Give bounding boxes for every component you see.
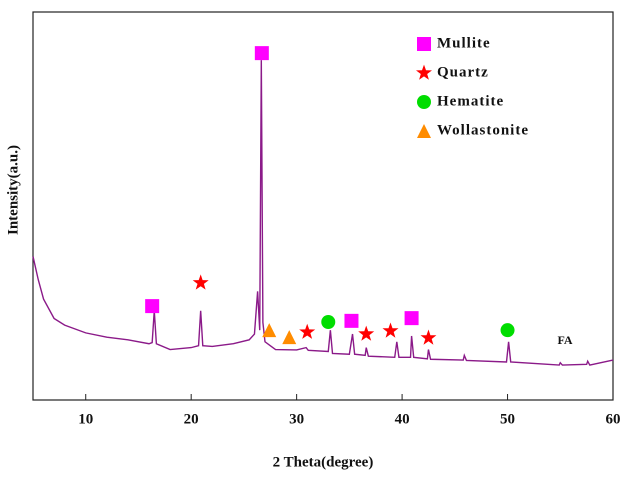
phase-marker (344, 313, 359, 328)
phase-marker (420, 329, 437, 345)
data-line (32, 60, 614, 366)
legend-swatch (417, 124, 431, 138)
phase-marker (254, 46, 269, 61)
legend-swatch (417, 37, 431, 51)
x-tick-label: 20 (184, 411, 199, 427)
phase-marker (282, 330, 297, 345)
x-tick-label: 10 (78, 411, 93, 427)
phase-marker (321, 315, 336, 330)
x-tick-label: 60 (606, 411, 621, 427)
legend-swatch (416, 64, 432, 80)
legend-label: Hematite (437, 93, 504, 109)
x-tick-label: 30 (289, 411, 304, 427)
x-tick-label: 50 (500, 411, 515, 427)
y-axis-label: Intensity(a.u.) (5, 145, 21, 235)
annotation: FA (557, 333, 572, 347)
phase-marker (404, 311, 419, 326)
phase-marker (262, 323, 277, 338)
plot-frame (32, 11, 614, 401)
legend-label: Mullite (437, 35, 491, 51)
x-tick-label: 40 (395, 411, 410, 427)
legend-label: Quartz (437, 64, 489, 80)
phase-marker (500, 323, 515, 338)
phase-marker (192, 274, 209, 290)
phase-marker (382, 322, 399, 338)
x-axis-label: 2 Theta(degree) (273, 454, 374, 470)
phase-marker (358, 325, 375, 341)
phase-marker (299, 323, 316, 339)
phase-marker (145, 299, 160, 314)
legend-label: Wollastonite (437, 122, 529, 138)
legend-swatch (417, 95, 431, 109)
